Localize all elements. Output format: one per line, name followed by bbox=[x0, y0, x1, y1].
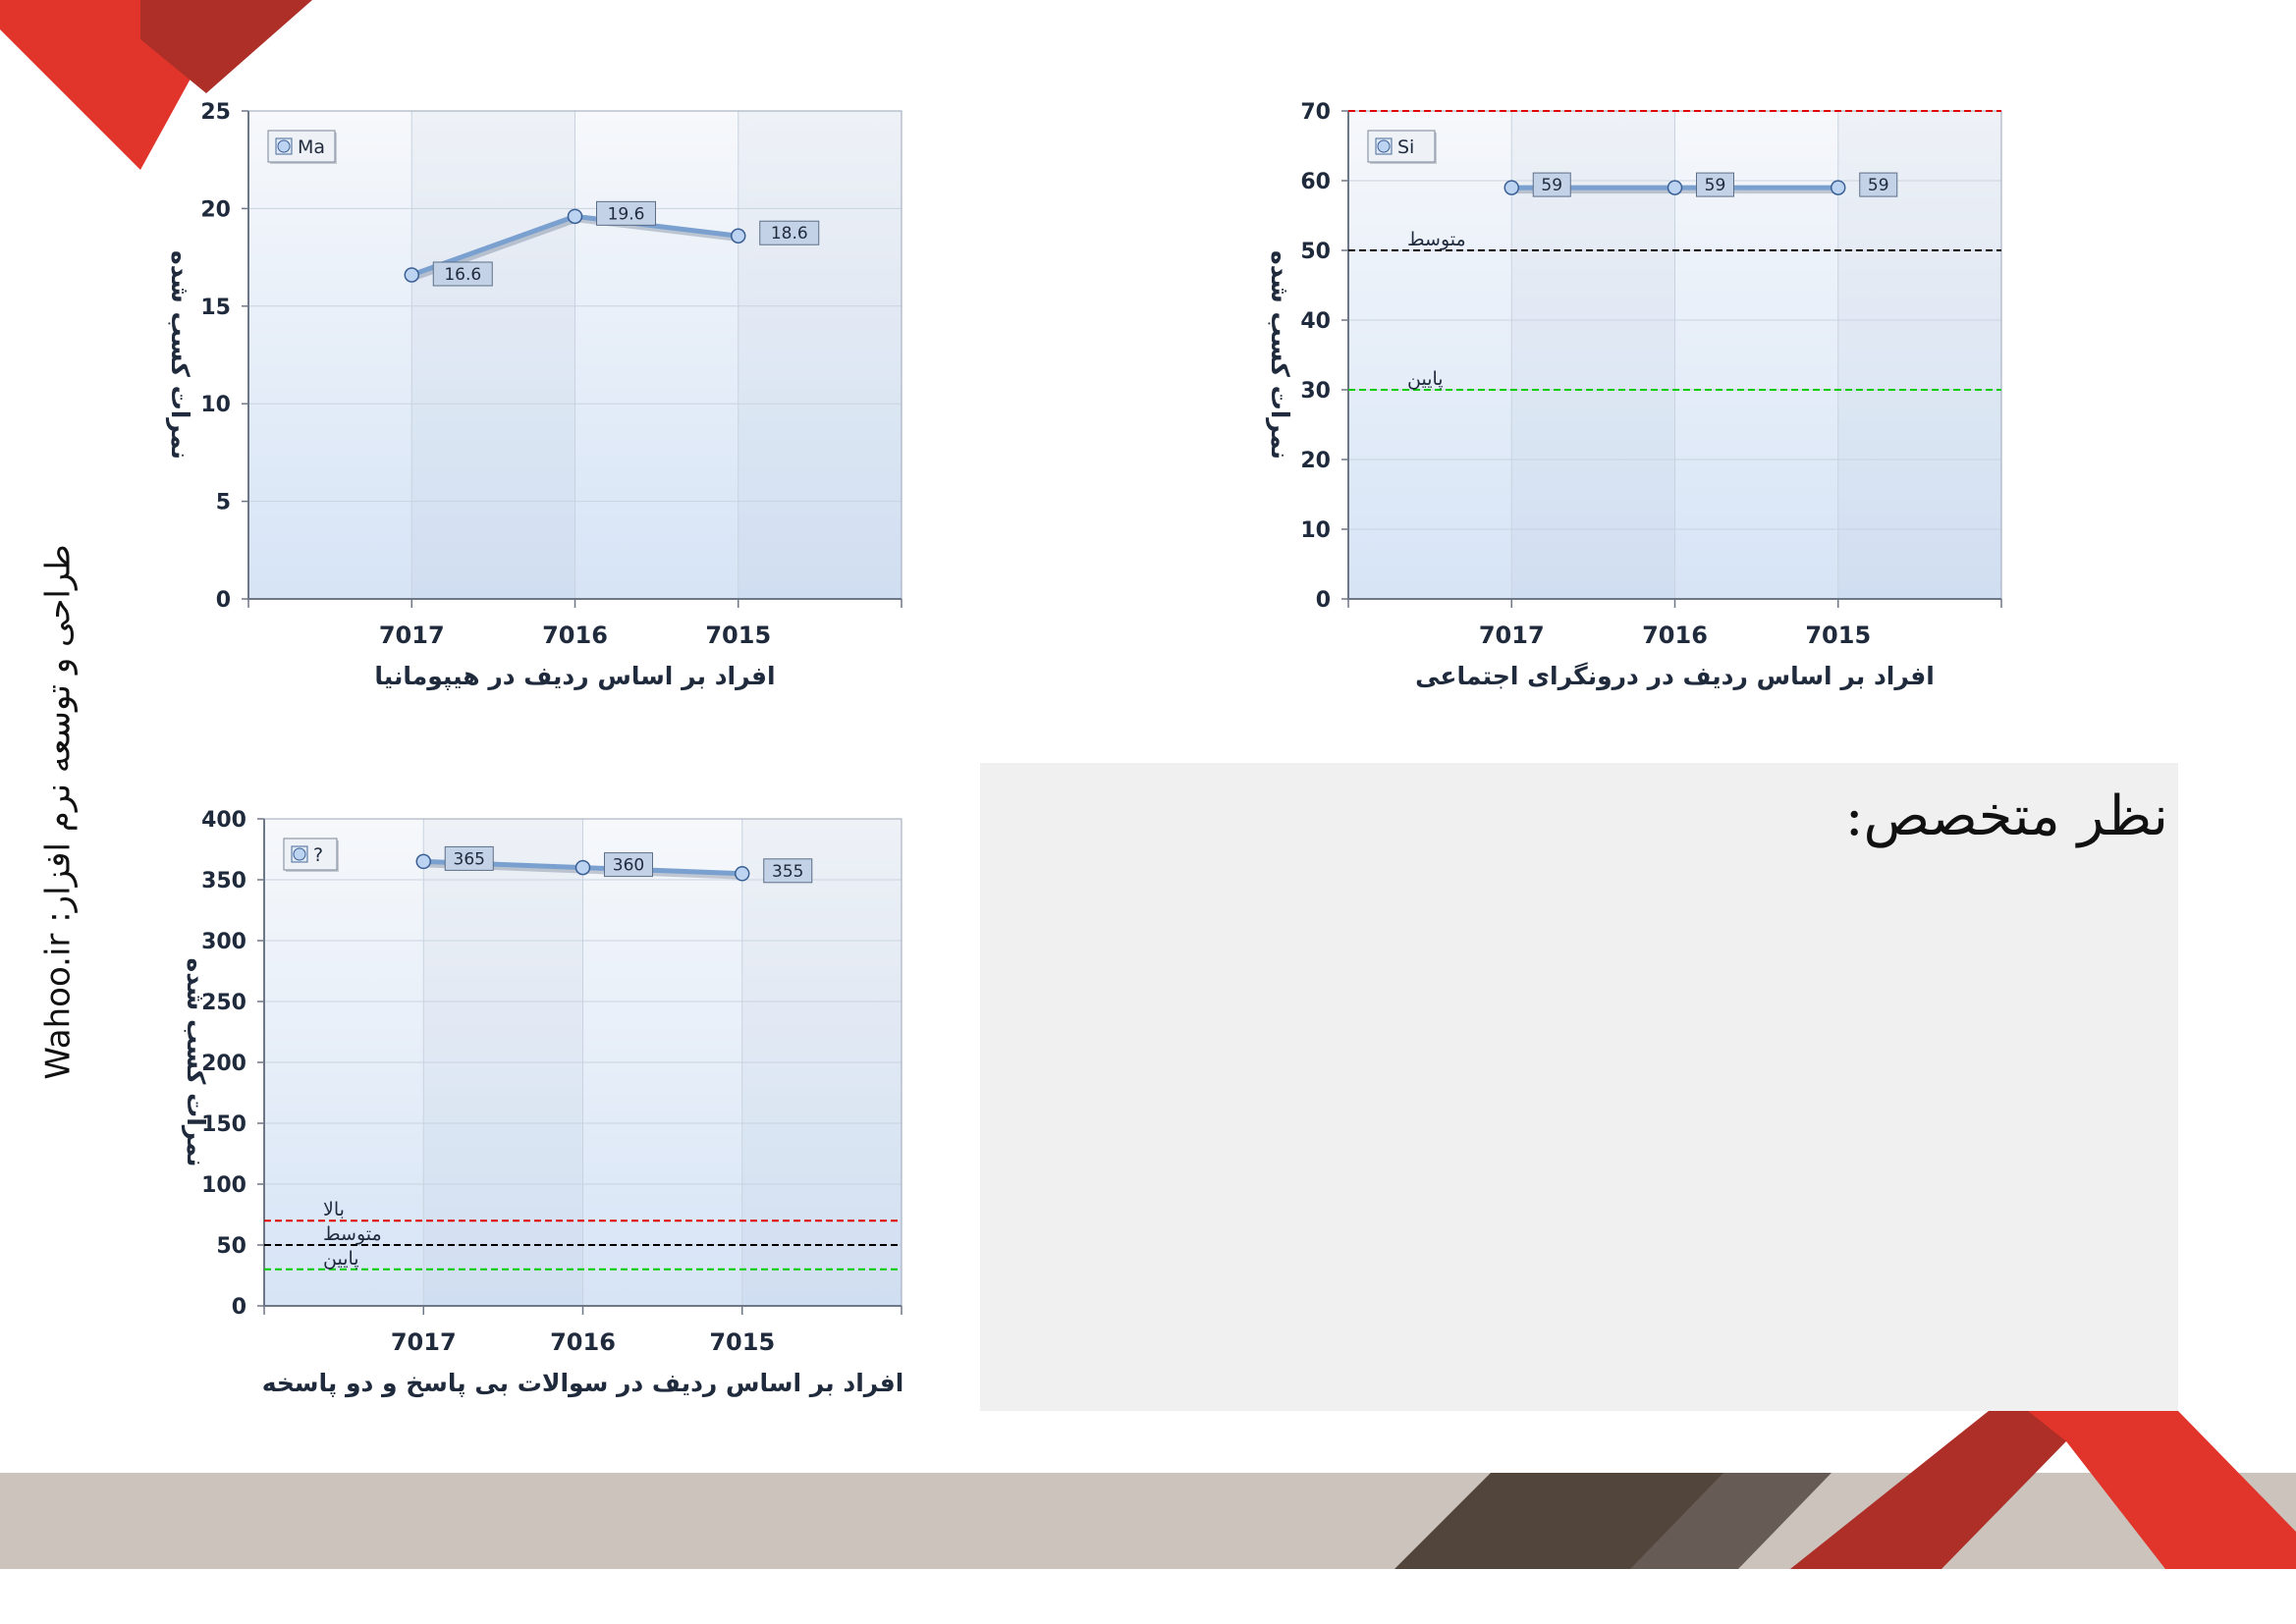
credit-text: طراحی و توسعه نرم افزار: Wahoo.ir bbox=[37, 0, 81, 1624]
data-point bbox=[1503, 180, 1519, 195]
chart-svg: 0 10 20 30 40 50 60 70 7017 7016 7015 افراد بر اساس… bbox=[1265, 100, 2002, 691]
corner-shape-top-left-dark bbox=[140, 0, 312, 93]
x-tick-label: 7015 bbox=[709, 1328, 775, 1356]
corner-shape-bottom-right-dark bbox=[1790, 1411, 2070, 1569]
data-label: 59 bbox=[1541, 176, 1562, 195]
y-tick-label: 25 bbox=[200, 100, 231, 125]
data-label-box bbox=[596, 200, 656, 226]
x-tick-label: 7017 bbox=[379, 622, 445, 649]
expert-opinion-title: نظر متخصص: bbox=[1844, 785, 2168, 848]
y-tick-label: 0 bbox=[232, 1295, 246, 1320]
data-point bbox=[404, 267, 419, 283]
reference-line-label: متوسط bbox=[323, 1223, 382, 1245]
data-label: 355 bbox=[772, 862, 803, 882]
legend-label: Si bbox=[1397, 136, 1414, 158]
reference-line-label: متوسط bbox=[1407, 229, 1466, 250]
y-tick-label: 150 bbox=[201, 1112, 246, 1137]
data-label-box bbox=[1696, 172, 1734, 197]
chart-svg: 0 50 100 150 200 250 300 350 400 7017 7016 7015 افرا… bbox=[181, 808, 904, 1398]
chart-svg: 0 5 10 15 20 25 7017 7016 7015 افراد بر اساس ردیف… bbox=[165, 100, 902, 691]
corner-shape-bottom-right bbox=[2028, 1411, 2296, 1569]
y-tick-label: 250 bbox=[201, 991, 246, 1015]
credit-label: طراحی و توسعه نرم افزار: Wahoo.ir bbox=[39, 544, 80, 1080]
expert-opinion-panel: نظر متخصص: bbox=[980, 763, 2178, 1411]
y-tick-label: 0 bbox=[216, 588, 231, 613]
chart-hypomania: 0 5 10 15 20 25 7017 7016 7015 افراد بر اساس ردیف… bbox=[137, 88, 923, 717]
x-tick-label: 7017 bbox=[1479, 622, 1545, 649]
y-axis-title: نمرات کسب شده bbox=[181, 957, 210, 1166]
footer-grey-shape bbox=[1630, 1473, 1831, 1569]
legend-marker bbox=[277, 139, 291, 153]
y-tick-label: 20 bbox=[1300, 449, 1331, 473]
reference-line-label: پایین bbox=[1407, 368, 1444, 390]
plot-band bbox=[738, 111, 902, 599]
legend-marker bbox=[1377, 139, 1391, 153]
y-tick-label: 50 bbox=[1300, 240, 1331, 264]
data-label: 19.6 bbox=[608, 204, 645, 224]
x-tick-label: 7015 bbox=[705, 622, 771, 649]
legend-marker bbox=[293, 847, 306, 861]
data-label-box bbox=[1859, 172, 1898, 197]
x-tick-label: 7016 bbox=[1642, 622, 1708, 649]
legend: ? bbox=[283, 838, 339, 872]
data-point bbox=[735, 866, 750, 882]
data-point bbox=[574, 859, 591, 876]
data-label: 59 bbox=[1868, 176, 1889, 195]
x-axis-title: افراد بر اساس ردیف در درونگرای اجتماعی bbox=[1415, 662, 1935, 691]
data-label-box bbox=[759, 220, 820, 245]
data-label-box bbox=[1532, 172, 1571, 197]
y-tick-label: 5 bbox=[216, 491, 231, 515]
legend-label: ? bbox=[313, 844, 323, 866]
plot-band bbox=[411, 111, 575, 599]
y-tick-label: 0 bbox=[1316, 588, 1331, 613]
data-label: 16.6 bbox=[444, 265, 481, 285]
data-label: 18.6 bbox=[771, 224, 808, 244]
y-tick-label: 30 bbox=[1300, 379, 1331, 404]
y-tick-label: 10 bbox=[1300, 518, 1331, 543]
y-tick-label: 100 bbox=[201, 1173, 246, 1198]
data-point bbox=[1831, 180, 1846, 195]
reference-line-label: پایین bbox=[323, 1248, 359, 1270]
y-axis-title: نمرات کسب شده bbox=[1265, 250, 1294, 460]
data-label-box bbox=[763, 858, 813, 884]
y-tick-label: 350 bbox=[201, 869, 246, 893]
y-tick-label: 20 bbox=[200, 197, 231, 222]
data-label: 360 bbox=[613, 856, 644, 876]
y-tick-label: 10 bbox=[200, 393, 231, 417]
data-point bbox=[1667, 180, 1683, 195]
y-tick-label: 15 bbox=[200, 296, 231, 320]
x-axis-title: افراد بر اساس ردیف در هیپومانیا bbox=[374, 662, 775, 691]
data-label-box bbox=[444, 845, 494, 871]
y-tick-label: 50 bbox=[216, 1234, 246, 1259]
x-tick-label: 7016 bbox=[550, 1328, 616, 1356]
legend: Ma bbox=[267, 130, 337, 164]
y-tick-label: 300 bbox=[201, 930, 246, 954]
legend-label: Ma bbox=[298, 136, 325, 158]
y-tick-label: 400 bbox=[201, 808, 246, 833]
chart-social-introversion: 0 10 20 30 40 50 60 70 7017 7016 7015 افراد بر اساس… bbox=[1232, 88, 2018, 717]
x-tick-label: 7016 bbox=[542, 622, 608, 649]
y-axis-title: نمرات کسب شده bbox=[165, 250, 194, 460]
data-label: 365 bbox=[454, 849, 485, 869]
data-point bbox=[415, 853, 431, 870]
data-point bbox=[731, 228, 746, 244]
y-tick-label: 60 bbox=[1300, 170, 1331, 194]
data-label: 59 bbox=[1705, 176, 1726, 195]
data-label-box bbox=[432, 261, 493, 287]
data-point bbox=[567, 208, 583, 225]
reference-line-label: بالا bbox=[323, 1199, 345, 1220]
x-axis-title: افراد بر اساس ردیف در سوالات بی پاسخ و د… bbox=[262, 1369, 904, 1398]
data-label-box bbox=[604, 852, 653, 878]
x-tick-label: 7015 bbox=[1805, 622, 1871, 649]
chart-unanswered-questions: 0 50 100 150 200 250 300 350 400 7017 7016 7015 افرا… bbox=[137, 795, 923, 1424]
y-tick-label: 70 bbox=[1300, 100, 1331, 125]
x-tick-label: 7017 bbox=[391, 1328, 457, 1356]
y-tick-label: 40 bbox=[1300, 309, 1331, 334]
legend: Si bbox=[1367, 130, 1437, 164]
y-tick-label: 200 bbox=[201, 1052, 246, 1076]
